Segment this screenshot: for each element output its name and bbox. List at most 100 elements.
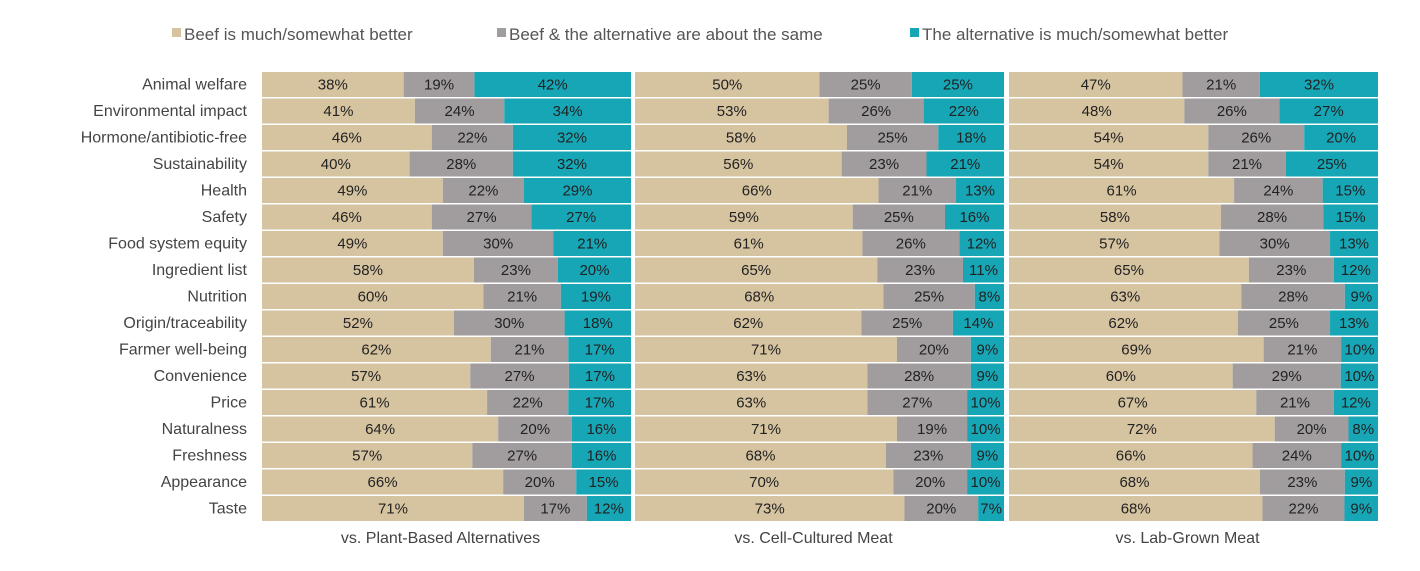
bar-value-label: 32% <box>1304 77 1334 94</box>
bar-segment <box>442 231 554 256</box>
bar-value-label: 63% <box>736 395 766 412</box>
bar-value-label: 27% <box>1314 103 1344 120</box>
bar-value-label: 12% <box>1341 262 1371 279</box>
bar-segment <box>557 257 631 283</box>
bar-value-label: 62% <box>1108 315 1138 332</box>
bar-segment <box>414 98 505 124</box>
bar-segment <box>883 284 975 309</box>
bar-segment <box>470 363 569 389</box>
bar-segment <box>1009 310 1238 336</box>
bar-segment <box>635 231 863 256</box>
bar-value-label: 59% <box>729 209 759 226</box>
bar-value-label: 25% <box>1269 315 1299 332</box>
bar-segment <box>896 337 971 362</box>
bar-value-label: 26% <box>1241 130 1271 147</box>
bar-value-label: 22% <box>1288 501 1318 518</box>
category-label: Animal welfare <box>142 77 247 94</box>
bar-value-label: 58% <box>726 130 756 147</box>
bar-value-label: 54% <box>1094 130 1124 147</box>
bar-segment <box>1344 284 1378 309</box>
bar-segment <box>1009 231 1220 256</box>
bar-segment <box>262 125 432 150</box>
bar-value-label: 24% <box>1263 183 1293 200</box>
category-label: Environmental impact <box>93 103 247 120</box>
bar-value-label: 20% <box>525 474 555 491</box>
bar-value-label: 22% <box>949 103 979 120</box>
bar-segment <box>1348 416 1378 442</box>
bar-value-label: 16% <box>959 209 989 226</box>
bar-segment <box>262 363 471 389</box>
bar-value-label: 62% <box>733 315 763 332</box>
bar-value-label: 9% <box>977 368 999 385</box>
bar-segment <box>1237 310 1331 336</box>
bar-segment <box>586 496 631 521</box>
bar-value-label: 24% <box>1282 448 1312 465</box>
bar-value-label: 20% <box>915 474 945 491</box>
bar-value-label: 65% <box>741 262 771 279</box>
bar-value-label: 23% <box>1287 474 1317 491</box>
bar-segment <box>453 310 565 336</box>
category-label: Naturalness <box>162 421 247 438</box>
bar-segment <box>967 469 1004 495</box>
bar-segment <box>963 257 1004 283</box>
bar-segment <box>635 390 868 415</box>
bar-value-label: 11% <box>969 262 998 279</box>
bar-value-label: 58% <box>1100 209 1130 226</box>
bar-value-label: 25% <box>892 315 922 332</box>
bar-segment <box>1182 72 1260 97</box>
bar-segment <box>967 390 1004 415</box>
bar-value-label: 68% <box>744 289 774 306</box>
legend-swatch <box>910 28 919 37</box>
bar-segment <box>635 363 868 389</box>
bar-segment <box>635 257 878 283</box>
bar-segment <box>262 204 432 230</box>
bar-value-label: 30% <box>1260 236 1290 253</box>
bar-value-label: 70% <box>749 474 779 491</box>
bar-segment <box>635 469 894 495</box>
bar-segment <box>490 337 569 362</box>
bar-segment <box>1259 72 1378 97</box>
bar-segment <box>1009 204 1221 230</box>
bar-value-label: 20% <box>579 262 609 279</box>
bar-segment <box>970 363 1004 389</box>
bar-value-label: 22% <box>457 130 487 147</box>
bar-value-label: 21% <box>902 183 932 200</box>
bar-segment <box>1009 443 1253 468</box>
bar-value-label: 27% <box>507 448 537 465</box>
bar-value-label: 47% <box>1081 77 1111 94</box>
bar-value-label: 53% <box>717 103 747 120</box>
bar-value-label: 23% <box>913 448 943 465</box>
bar-value-label: 10% <box>971 395 1001 412</box>
bar-segment <box>1304 125 1378 150</box>
bar-segment <box>1009 416 1275 442</box>
bar-value-label: 13% <box>1339 315 1369 332</box>
bar-segment <box>474 72 631 97</box>
bar-value-label: 21% <box>1232 156 1262 173</box>
category-label: Safety <box>202 209 247 226</box>
bar-segment <box>1285 151 1378 177</box>
bar-value-label: 58% <box>353 262 383 279</box>
bar-segment <box>571 443 631 468</box>
bar-segment <box>861 310 953 336</box>
category-label: Price <box>211 395 248 412</box>
bar-segment <box>1252 443 1342 468</box>
bar-segment <box>503 469 577 495</box>
bar-segment <box>952 310 1004 336</box>
bar-value-label: 30% <box>483 236 513 253</box>
bar-segment <box>1330 310 1378 336</box>
bar-segment <box>431 204 532 230</box>
bar-segment <box>1184 98 1280 124</box>
bar-segment <box>1009 125 1209 150</box>
category-label: Origin/traceability <box>123 315 247 332</box>
bar-value-label: 68% <box>745 448 775 465</box>
bar-value-label: 28% <box>1278 289 1308 306</box>
bar-segment <box>571 416 631 442</box>
bar-value-label: 61% <box>360 395 390 412</box>
bar-segment <box>1009 72 1183 97</box>
bar-segment <box>635 310 862 336</box>
bar-value-label: 26% <box>1217 103 1247 120</box>
panel-title: vs. Lab-Grown Meat <box>1115 530 1260 547</box>
bar-segment <box>1344 469 1378 495</box>
bar-value-label: 16% <box>586 448 616 465</box>
bar-value-label: 25% <box>1317 156 1347 173</box>
